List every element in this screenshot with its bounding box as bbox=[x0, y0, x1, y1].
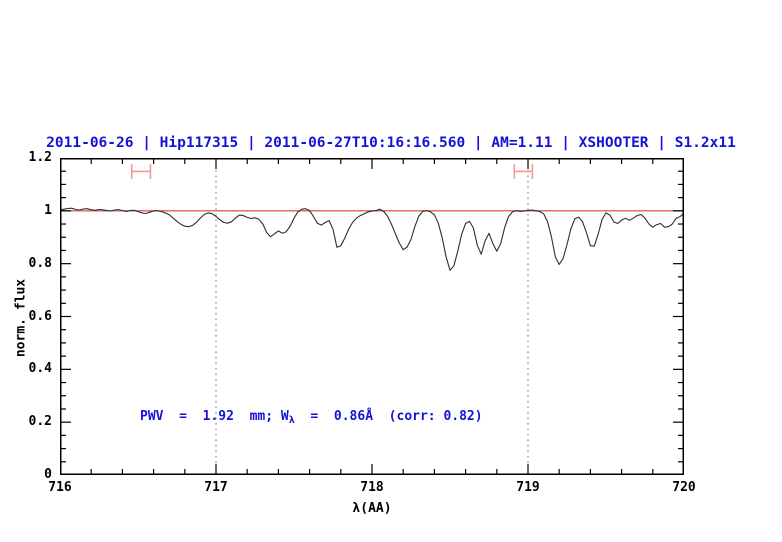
y-tick-label: 1 bbox=[44, 202, 52, 218]
pwv-annotation-text-2: = 0.86Å (corr: 0.82) bbox=[294, 409, 483, 424]
plot-title: 2011-06-26 | Hip117315 | 2011-06-27T10:1… bbox=[46, 135, 736, 151]
plot-frame bbox=[60, 158, 684, 475]
x-tick-label: 718 bbox=[360, 480, 384, 495]
x-tick-label: 716 bbox=[48, 480, 72, 495]
errorbar-marker bbox=[513, 164, 534, 179]
y-tick-label: 0 bbox=[44, 467, 52, 482]
spectrum-plot bbox=[60, 158, 684, 475]
x-tick-label: 717 bbox=[204, 480, 228, 495]
y-tick-label: 0.8 bbox=[28, 255, 52, 271]
y-tick-label: 0.2 bbox=[28, 414, 52, 430]
y-tick-label: 0.6 bbox=[28, 308, 52, 324]
axis-ticks bbox=[60, 158, 684, 475]
pwv-annotation: PWV = 1.92 mm; Wλ = 0.86Å (corr: 0.82) bbox=[140, 409, 483, 426]
errorbar-marker bbox=[130, 164, 152, 179]
x-axis-label: λ(AA) bbox=[352, 501, 392, 516]
lambda-subscript: λ bbox=[288, 415, 295, 426]
spectrum-line bbox=[60, 207, 684, 271]
x-tick-label: 720 bbox=[672, 480, 696, 495]
y-tick-label: 1.2 bbox=[28, 150, 52, 165]
y-tick-label: 0.4 bbox=[28, 361, 52, 377]
pwv-annotation-text: PWV = 1.92 mm; W bbox=[140, 409, 289, 424]
x-tick-label: 719 bbox=[516, 480, 540, 495]
